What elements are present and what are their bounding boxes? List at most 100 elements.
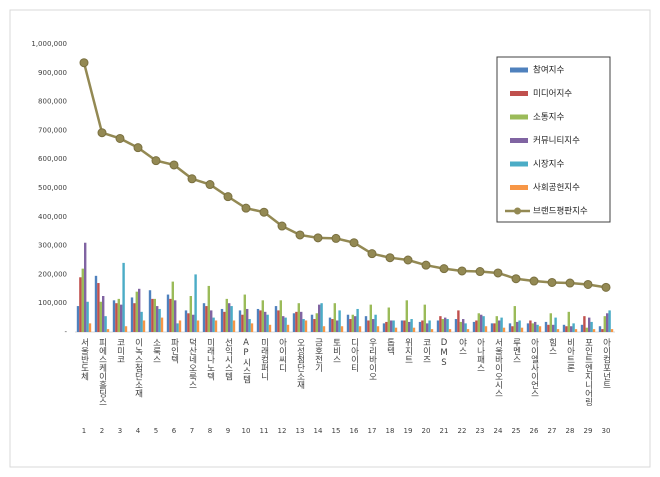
rank-label: 12 (278, 427, 287, 435)
bar (590, 321, 593, 332)
bar (490, 323, 494, 332)
bar (194, 274, 197, 332)
bar (390, 320, 393, 332)
bar (220, 308, 224, 332)
x-tick-label: 톱텍 (385, 338, 395, 356)
x-tick-label: 파인텍 (169, 338, 179, 364)
bar (394, 327, 398, 332)
y-tick-label: 900,000 (38, 69, 67, 77)
x-tick-label: 아이컴포넌트 (601, 337, 611, 389)
legend-label: 사회공헌지수 (533, 183, 580, 193)
bar (102, 296, 105, 332)
bar (176, 323, 179, 332)
legend-swatch (510, 67, 528, 73)
bar (124, 326, 128, 332)
bar (534, 321, 537, 332)
bar (601, 329, 604, 332)
bar (320, 303, 323, 332)
bar (423, 304, 426, 332)
legend-swatch (510, 161, 528, 167)
rank-label: 14 (314, 427, 323, 435)
bar (495, 316, 498, 332)
bar (349, 319, 352, 332)
bar (526, 323, 530, 332)
bar (531, 323, 534, 332)
rank-label: 25 (512, 427, 521, 435)
y-tick-label: 200,000 (38, 270, 67, 278)
bar (356, 308, 359, 332)
legend-swatch (510, 114, 528, 120)
bar (214, 320, 218, 332)
rank-label: 17 (368, 427, 377, 435)
bar (230, 306, 233, 332)
bar (408, 321, 411, 332)
x-tick-label: 아나패스 (475, 337, 485, 372)
bar (511, 326, 514, 332)
x-tick-label: 루멘스 (511, 338, 521, 364)
bar (565, 326, 568, 332)
bar (354, 316, 357, 332)
line-marker (601, 282, 611, 292)
bar (529, 320, 532, 332)
bar (277, 310, 280, 332)
bar (238, 310, 242, 332)
rank-label: 8 (208, 427, 212, 435)
bar (338, 310, 341, 332)
bar (302, 319, 305, 332)
bar (336, 320, 339, 332)
bar (160, 317, 164, 332)
bar (322, 326, 326, 332)
bar (284, 317, 287, 332)
y-tick-label: 600,000 (38, 155, 67, 163)
bar (223, 311, 226, 332)
bar (428, 320, 431, 332)
rank-label: 18 (386, 427, 395, 435)
bar (86, 301, 89, 332)
line-marker (565, 278, 575, 288)
bar (552, 324, 555, 332)
bar (606, 313, 609, 332)
legend-swatch (514, 207, 521, 215)
bar (544, 321, 548, 332)
x-tick-label: 코이즈 (421, 338, 431, 364)
bar (196, 320, 200, 332)
bar (158, 308, 161, 332)
bar (444, 317, 447, 332)
bar (572, 323, 575, 332)
bar (457, 310, 460, 332)
bar (76, 306, 80, 332)
line-marker (169, 160, 179, 170)
x-tick-label: 오성첨단소재 (295, 338, 305, 390)
rank-label: 5 (154, 427, 158, 435)
bar (266, 314, 269, 332)
bar (580, 324, 584, 332)
x-tick-label: 이녹스첨단소재 (133, 337, 143, 398)
rank-label: 20 (422, 427, 431, 435)
bar (261, 300, 264, 332)
bar (246, 308, 249, 332)
x-tick-label: 서울바이오시스 (493, 338, 503, 398)
bar (264, 311, 267, 332)
bar (367, 320, 370, 332)
x-tick-label: DMS (439, 338, 449, 368)
bar (174, 300, 177, 332)
x-tick-label: 아이엘사이언스 (529, 337, 539, 397)
bar (207, 285, 210, 332)
bar (97, 283, 100, 332)
bar (374, 314, 377, 332)
x-tick-label: 힘스 (547, 337, 557, 355)
line-marker (115, 133, 125, 143)
bar (142, 320, 146, 332)
bar (169, 298, 172, 332)
bar (500, 317, 503, 332)
rank-label: 26 (530, 427, 539, 435)
bar (369, 304, 372, 332)
bar (268, 324, 272, 332)
rank-label: 19 (404, 427, 413, 435)
bar (518, 320, 521, 332)
bar (454, 319, 458, 332)
bar (376, 326, 380, 332)
bar (405, 300, 408, 332)
x-tick-label: 토비스 (331, 338, 341, 364)
